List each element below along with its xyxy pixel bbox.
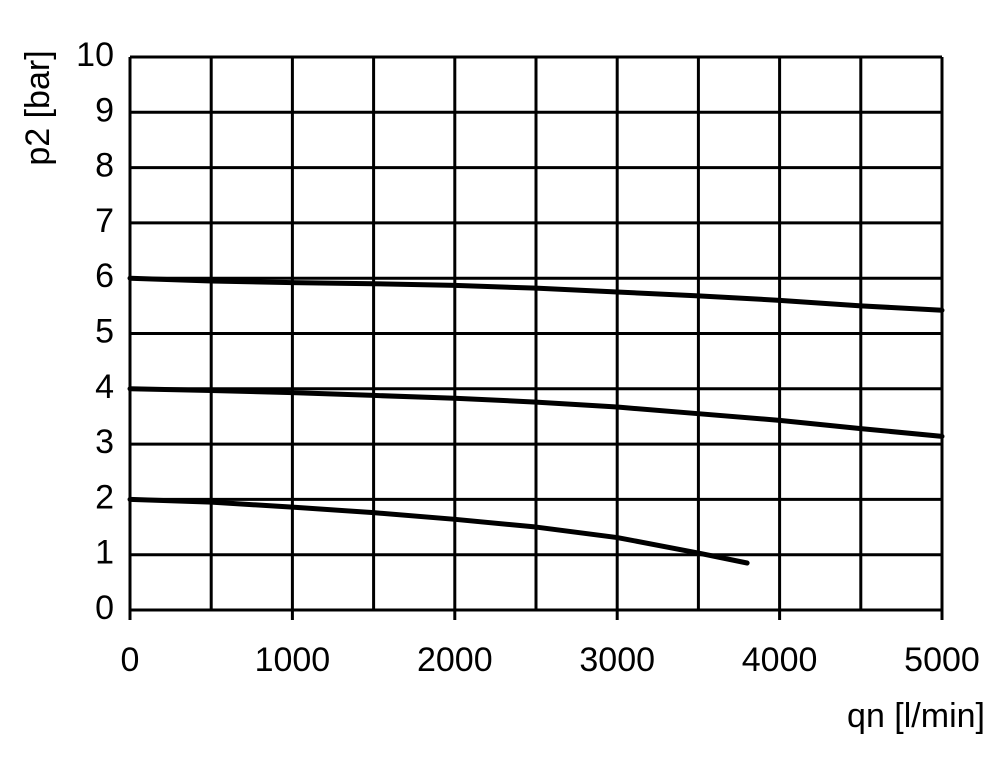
line [127,496,750,566]
y-tick-label: 4 [95,368,114,406]
x-tick-label: 5000 [904,641,980,679]
y-axis-label: p2 [bar] [19,50,57,165]
x-tick-label: 4000 [742,641,818,679]
y-tick-label: 5 [95,312,114,350]
y-tick-label: 10 [76,36,114,74]
y-tick-label: 9 [95,91,114,129]
y-tick-label: 1 [95,534,114,572]
x-tick-label: 0 [121,641,140,679]
y-tick-label: 8 [95,147,114,185]
line [127,386,945,439]
x-tick-label: 3000 [579,641,655,679]
y-tick-label: 3 [95,423,114,461]
x-axis-label: qn [l/min] [847,697,985,735]
y-tick-label: 0 [95,589,114,627]
x-tick-label: 1000 [255,641,331,679]
line [127,275,945,313]
y-tick-label: 7 [95,202,114,240]
y-tick-label: 2 [95,478,114,516]
y-tick-label: 6 [95,257,114,295]
x-tick-label: 2000 [417,641,493,679]
